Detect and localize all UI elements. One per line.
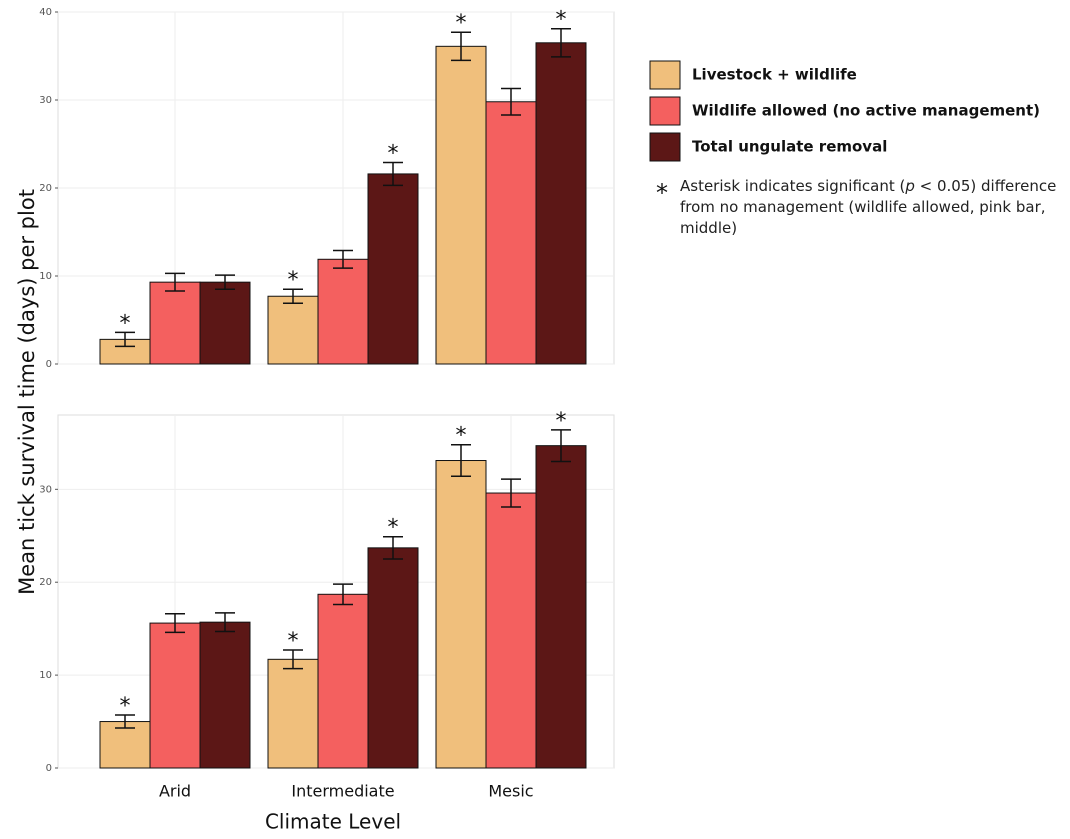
bar bbox=[200, 282, 250, 364]
significance-marker: * bbox=[120, 694, 131, 719]
x-axis-label: Climate Level bbox=[265, 810, 401, 834]
bar bbox=[536, 43, 586, 364]
bar bbox=[318, 259, 368, 364]
bar bbox=[536, 446, 586, 768]
x-tick-label: Intermediate bbox=[291, 782, 394, 801]
bar bbox=[486, 102, 536, 364]
y-tick-label: 0 bbox=[46, 359, 52, 370]
legend-swatch bbox=[650, 61, 680, 89]
legend-label: Livestock + wildlife bbox=[692, 66, 857, 84]
legend-label: Total ungulate removal bbox=[692, 138, 887, 156]
significance-marker: * bbox=[288, 629, 299, 654]
bar bbox=[268, 296, 318, 364]
significance-marker: * bbox=[456, 11, 467, 36]
bar bbox=[200, 622, 250, 768]
page: Mean tick survival time (days) per plot … bbox=[0, 0, 1070, 839]
note-text: p bbox=[905, 177, 915, 195]
bar bbox=[436, 46, 486, 364]
significance-marker: * bbox=[556, 8, 567, 33]
legend-swatch bbox=[650, 133, 680, 161]
y-tick-label: 10 bbox=[39, 271, 52, 282]
legend-label: Wildlife allowed (no active management) bbox=[692, 102, 1040, 120]
bar bbox=[368, 548, 418, 768]
significance-marker: * bbox=[556, 409, 567, 434]
bar bbox=[436, 461, 486, 768]
significance-marker: * bbox=[388, 141, 399, 166]
y-tick-label: 10 bbox=[39, 670, 52, 681]
y-tick-label: 30 bbox=[39, 95, 52, 106]
bar bbox=[150, 623, 200, 768]
y-axis-label: Mean tick survival time (days) per plot bbox=[15, 189, 39, 595]
significance-marker: * bbox=[456, 424, 467, 449]
note-text: Asterisk indicates significant ( bbox=[680, 177, 905, 195]
significance-marker: * bbox=[120, 311, 131, 336]
chart: Mean tick survival time (days) per plot … bbox=[0, 0, 1070, 839]
note: Asterisk indicates significant (p < 0.05… bbox=[680, 176, 1060, 239]
bar bbox=[268, 659, 318, 768]
x-tick-label: Mesic bbox=[488, 782, 533, 801]
significance-marker: * bbox=[388, 516, 399, 541]
legend-swatch bbox=[650, 97, 680, 125]
significance-marker: * bbox=[288, 268, 299, 293]
y-tick-label: 20 bbox=[39, 577, 52, 588]
bar bbox=[150, 282, 200, 364]
bar bbox=[368, 174, 418, 364]
note-symbol: * bbox=[656, 179, 668, 207]
y-tick-label: 30 bbox=[39, 484, 52, 495]
bar bbox=[318, 594, 368, 768]
x-tick-label: Arid bbox=[159, 782, 191, 801]
y-tick-label: 0 bbox=[46, 763, 52, 774]
y-tick-label: 40 bbox=[39, 7, 52, 18]
y-tick-label: 20 bbox=[39, 183, 52, 194]
bar bbox=[486, 493, 536, 768]
